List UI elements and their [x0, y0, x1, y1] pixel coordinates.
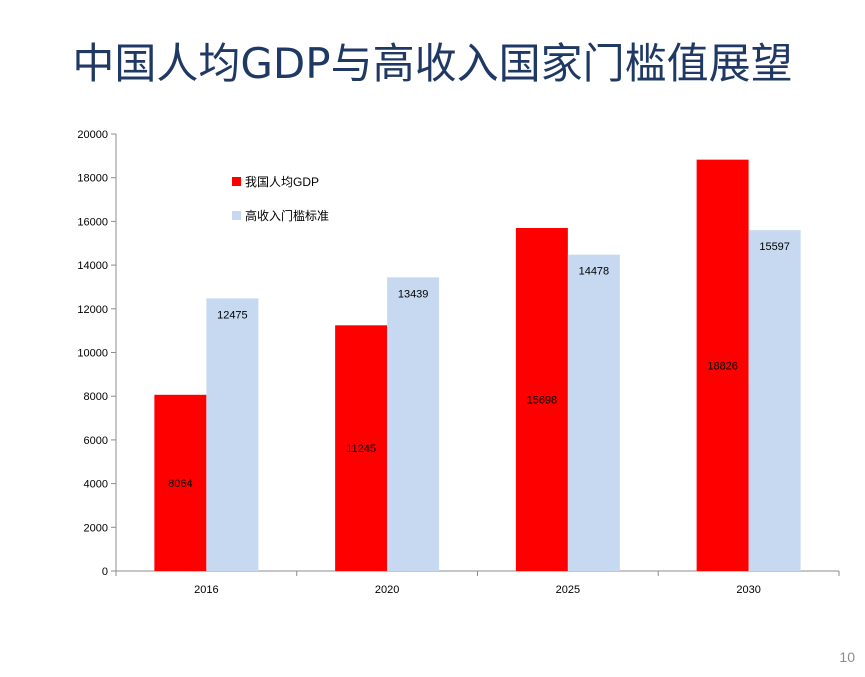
bar-china-gdp — [154, 394, 207, 571]
data-label: 12475 — [217, 309, 248, 321]
data-label: 11245 — [346, 443, 376, 455]
y-tick-label: 14000 — [77, 260, 108, 272]
y-tick-label: 10000 — [77, 348, 108, 360]
y-axis: 0 2000 4000 6000 8000 10000 12000 14000 16000 180… — [77, 129, 117, 578]
x-tick-label: 2025 — [556, 584, 580, 596]
legend-swatch-china — [232, 177, 241, 186]
x-tick-label: 2030 — [736, 584, 760, 596]
page-number: 10 — [839, 649, 855, 665]
bar-high-income-threshold — [748, 230, 801, 571]
x-tick-label: 2020 — [375, 584, 399, 596]
x-tick-label: 2016 — [194, 584, 218, 596]
y-tick-label: 18000 — [77, 173, 108, 185]
bar-china-gdp — [696, 159, 749, 571]
data-label: 14478 — [579, 266, 610, 278]
y-tick-label: 0 — [102, 566, 108, 578]
data-label: 18826 — [707, 360, 738, 372]
x-axis: 2016 2020 2025 2030 — [115, 570, 840, 596]
legend-label: 我国人均GDP — [245, 175, 319, 189]
bars — [154, 159, 801, 571]
y-tick-label: 6000 — [84, 435, 108, 447]
bar-china-gdp — [515, 227, 568, 571]
y-tick-label: 8000 — [84, 391, 108, 403]
legend-label: 高收入门槛标准 — [245, 208, 329, 223]
legend: 我国人均GDP 高收入门槛标准 — [232, 175, 329, 223]
y-tick-label: 4000 — [84, 479, 108, 491]
data-label: 8064 — [168, 478, 192, 490]
data-labels: 8064 12475 11245 13439 15698 14478 18826 15597 — [168, 241, 790, 490]
y-tick-label: 12000 — [77, 304, 108, 316]
legend-swatch-threshold — [232, 211, 241, 220]
y-tick-label: 20000 — [77, 129, 108, 141]
data-label: 13439 — [398, 288, 429, 300]
data-label: 15597 — [759, 241, 790, 253]
bar-high-income-threshold — [206, 298, 259, 571]
y-tick-label: 2000 — [84, 522, 108, 534]
slide-title: 中国人均GDP与高收入国家门槛值展望 — [72, 39, 793, 88]
bar-china-gdp — [335, 325, 388, 571]
data-label: 15698 — [527, 394, 558, 406]
bar-high-income-threshold — [567, 254, 620, 571]
y-tick-label: 16000 — [77, 216, 108, 228]
bar-high-income-threshold — [387, 277, 440, 571]
